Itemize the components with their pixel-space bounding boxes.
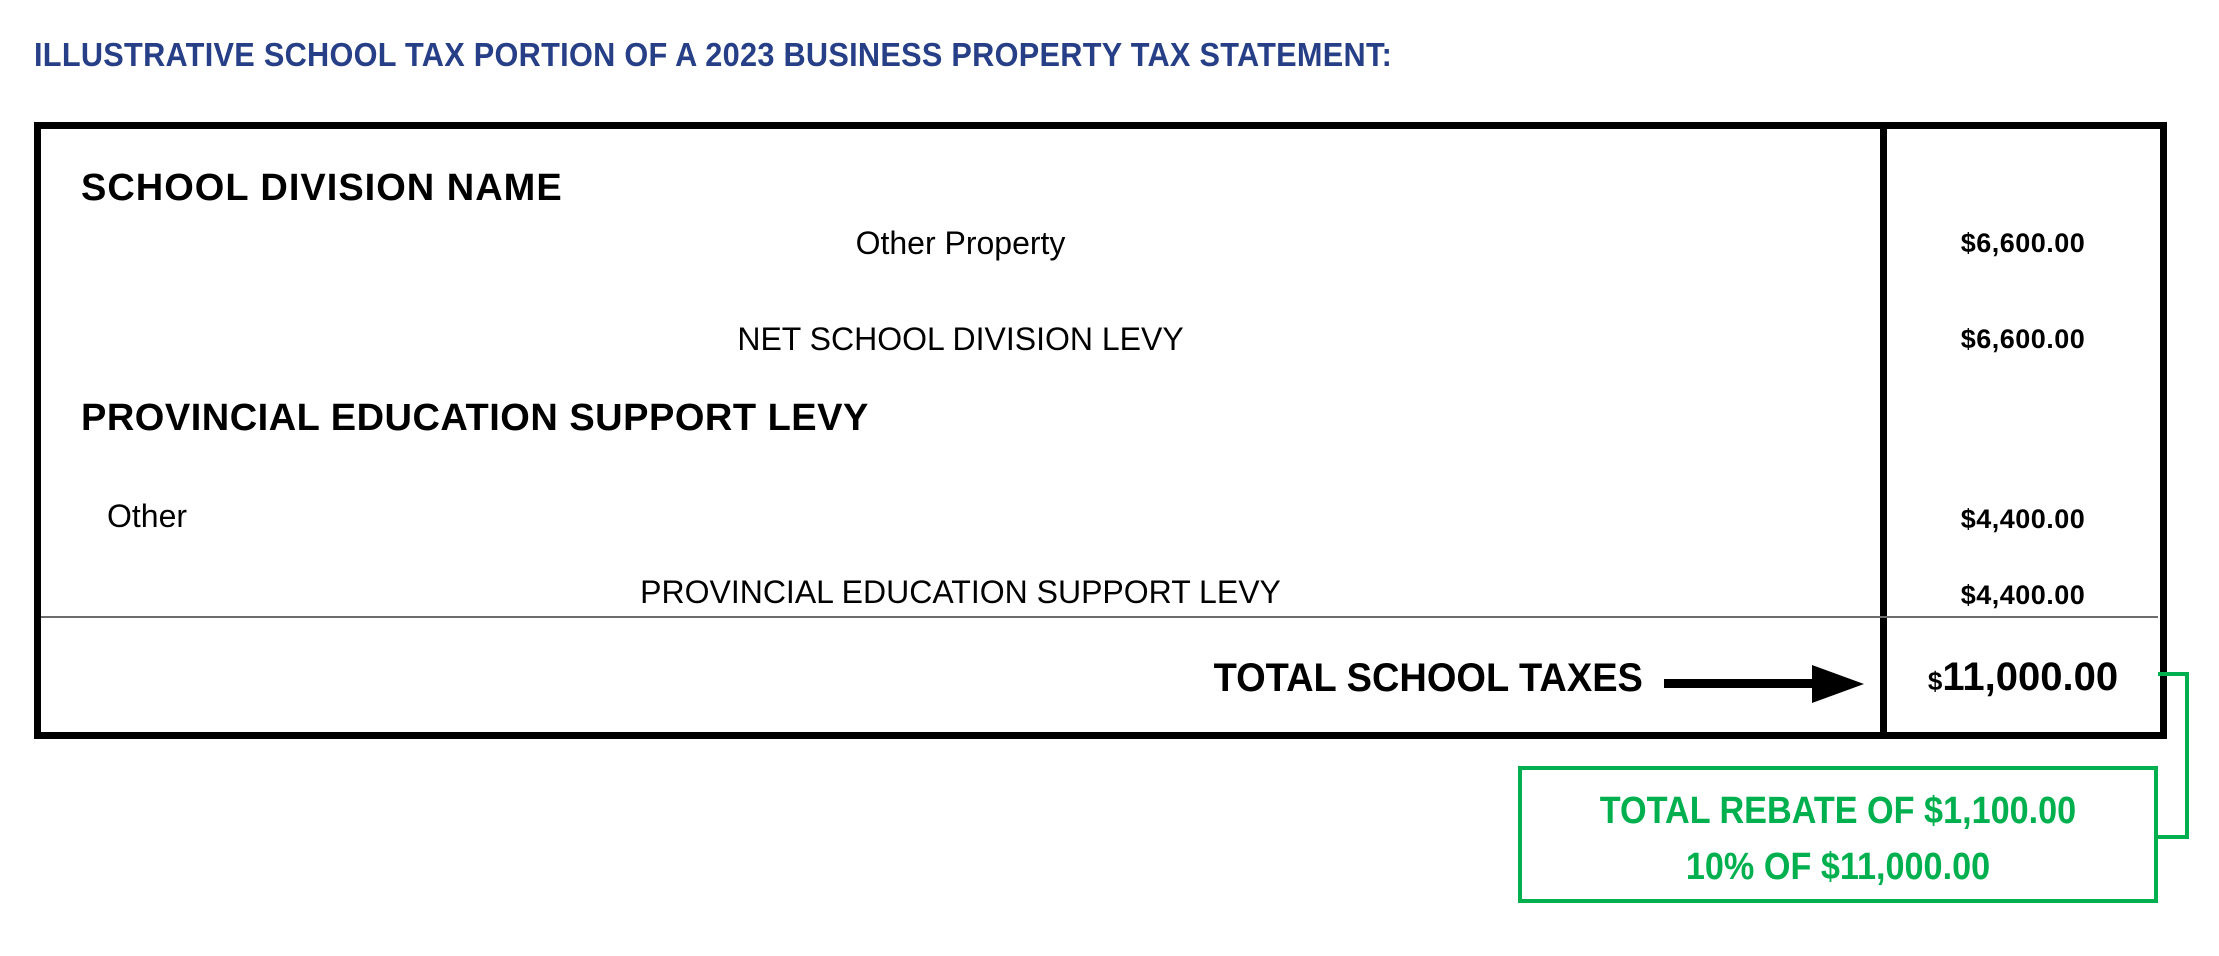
rebate-box xyxy=(1518,766,2158,903)
other-label: Other xyxy=(107,498,188,534)
provincial-levy-subtotal-label: PROVINCIAL EDUCATION SUPPORT LEVY xyxy=(640,574,1281,610)
net-school-division-levy-label: NET SCHOOL DIVISION LEVY xyxy=(737,321,1184,357)
total-school-taxes-label: TOTAL SCHOOL TAXES xyxy=(1213,656,1643,700)
total-school-taxes-amount: $11,000.00 xyxy=(1887,657,2159,697)
tax-statement-box xyxy=(34,122,2167,739)
page-title: ILLUSTRATIVE SCHOOL TAX PORTION OF A 202… xyxy=(34,36,1393,73)
rebate-percentage-text: 10% OF $11,000.00 xyxy=(1685,846,1991,888)
rebate-total-text: TOTAL REBATE OF $1,100.00 xyxy=(1599,790,2077,832)
net-school-division-levy-amount: $6,600.00 xyxy=(1960,324,2086,354)
total-amount-value: 11,000.00 xyxy=(1942,655,2119,699)
total-separator-line xyxy=(41,616,2158,618)
currency-symbol: $ xyxy=(1927,666,1943,696)
column-divider xyxy=(1880,122,1887,739)
other-property-label: Other Property xyxy=(855,225,1066,261)
rebate-connector-bracket xyxy=(2158,672,2189,839)
provincial-levy-heading: PROVINCIAL EDUCATION SUPPORT LEVY xyxy=(81,397,869,439)
arrow-right-icon xyxy=(1664,665,1864,703)
provincial-levy-subtotal-amount: $4,400.00 xyxy=(1960,580,2086,610)
other-property-amount: $6,600.00 xyxy=(1960,228,2086,258)
other-amount: $4,400.00 xyxy=(1960,504,2086,534)
school-division-heading: SCHOOL DIVISION NAME xyxy=(81,167,563,209)
